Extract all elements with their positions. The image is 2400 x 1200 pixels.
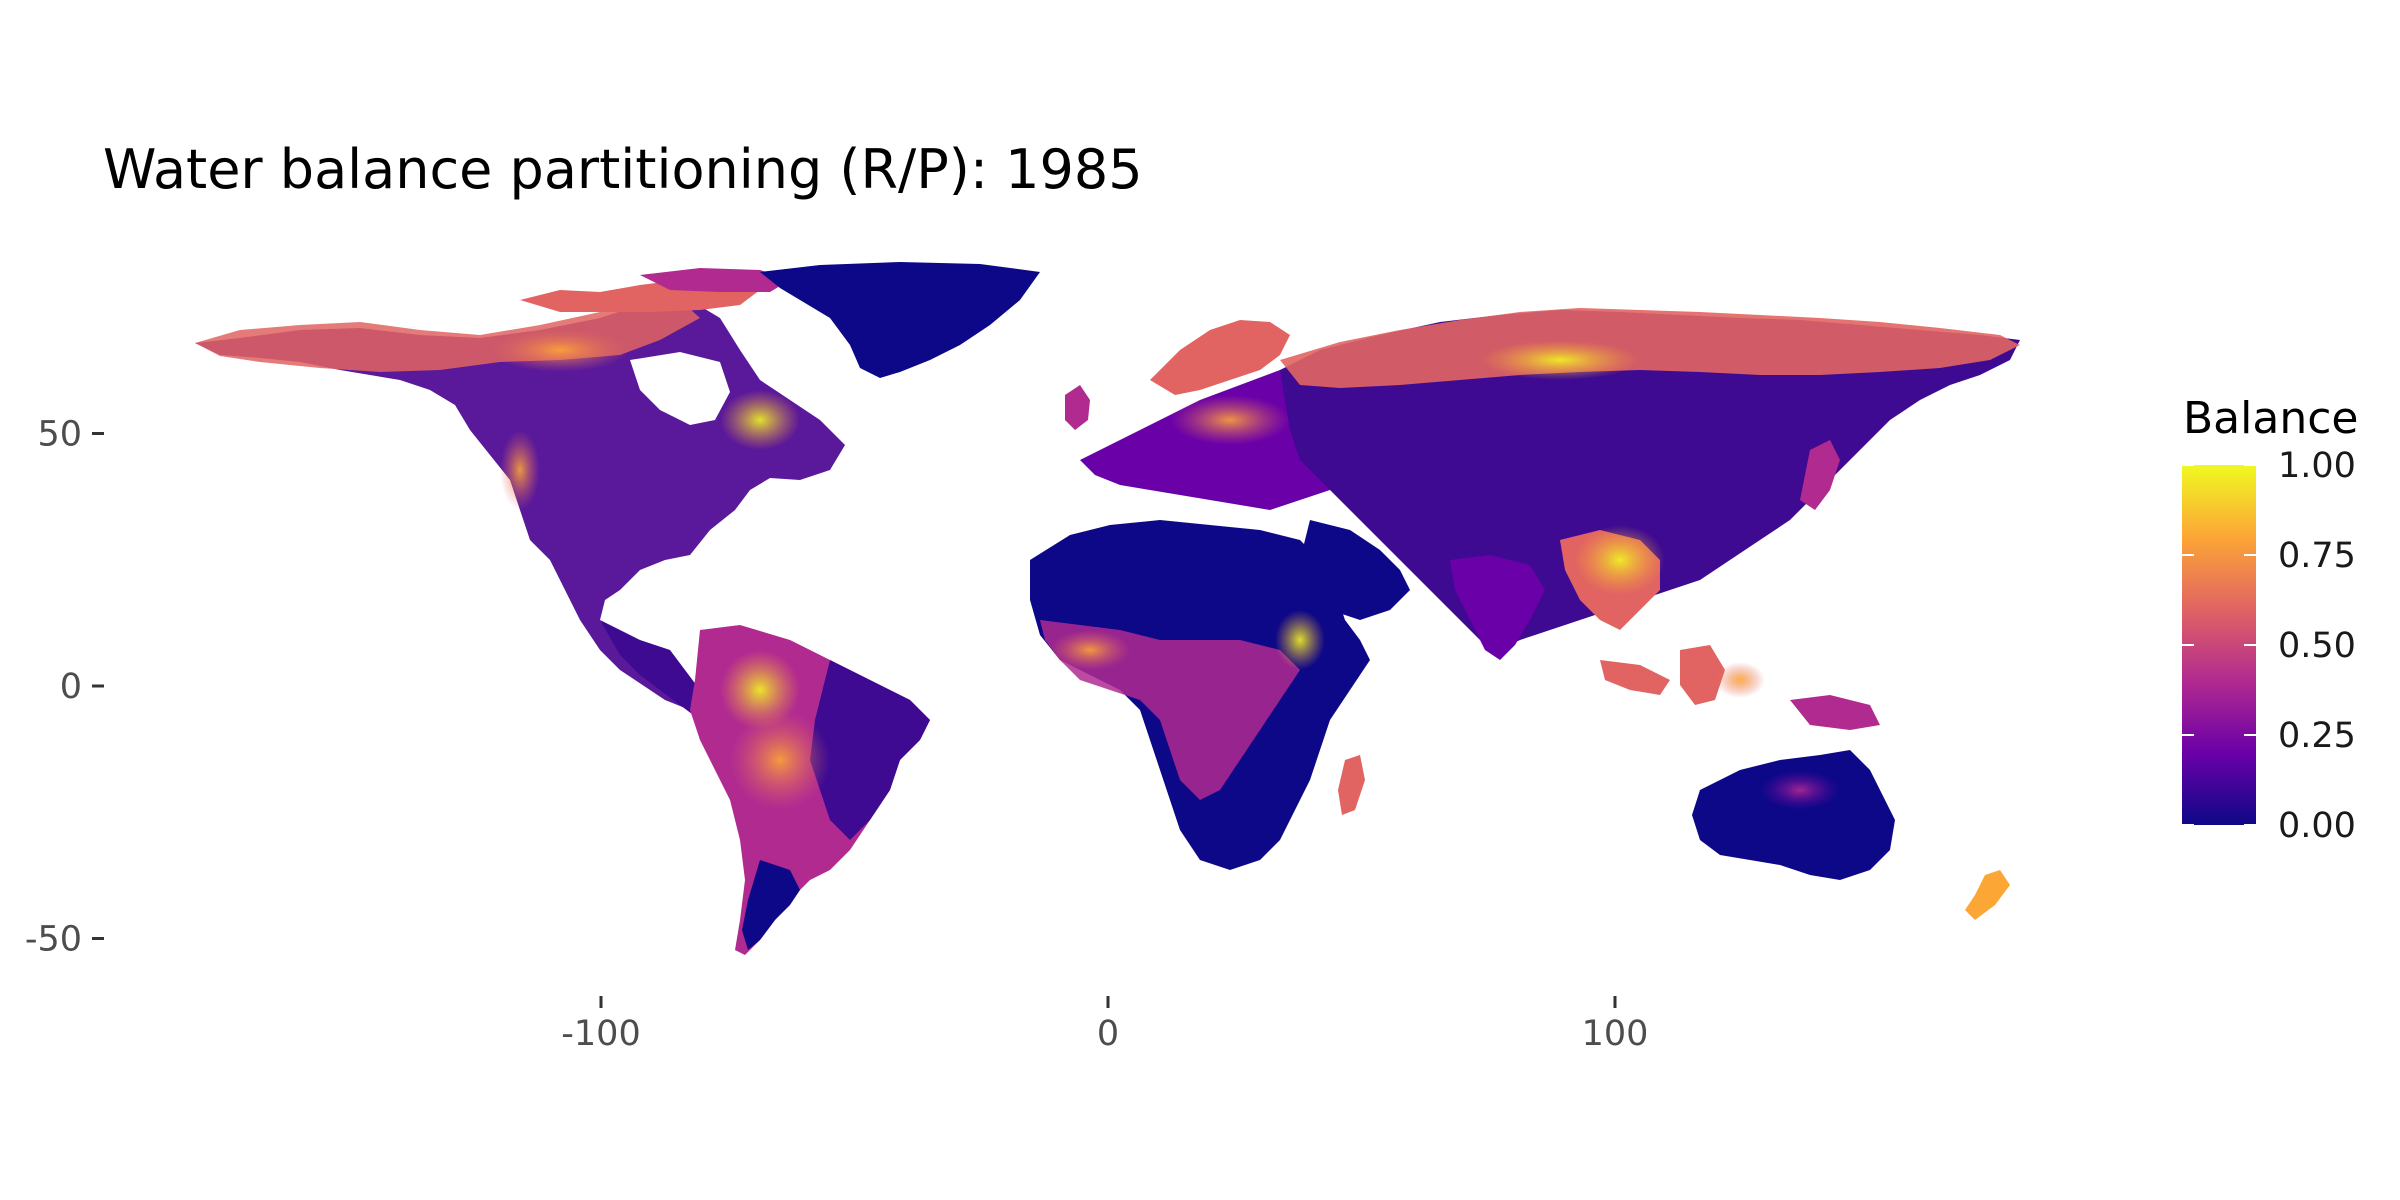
legend-label-1: 0.75	[2278, 536, 2356, 576]
map-hotspots	[490, 328, 1840, 810]
region-india	[1450, 555, 1545, 660]
region-new-guinea	[1790, 695, 1880, 730]
legend-title: Balance	[2183, 393, 2359, 444]
x-tick-label-0: -100	[561, 1014, 640, 1054]
y-tick-label-1: 0	[60, 667, 82, 707]
region-siberia-north	[1280, 308, 2020, 388]
legend-label-3: 0.25	[2278, 716, 2356, 756]
map-axes: -100 0 100 50 0 -50	[25, 415, 1649, 1055]
y-tick-label-0: 50	[37, 415, 82, 455]
legend-gradient	[2182, 465, 2256, 825]
region-brazil-east	[810, 660, 930, 840]
region-japan	[1800, 440, 1840, 510]
region-uk	[1065, 385, 1090, 430]
region-indonesia-2	[1680, 645, 1725, 705]
chart-title: Water balance partitioning (R/P): 1985	[103, 138, 1143, 201]
x-tick-label-2: 100	[1582, 1014, 1649, 1054]
hudson-bay	[630, 352, 730, 425]
legend-colorbar: 1.00 0.75 0.50 0.25 0.00	[2182, 446, 2356, 846]
region-madagascar	[1338, 755, 1365, 815]
region-indonesia-1	[1600, 660, 1670, 695]
legend-label-2: 0.50	[2278, 626, 2356, 666]
region-patagonia	[742, 860, 800, 950]
region-new-zealand	[1965, 870, 2010, 920]
x-tick-label-1: 0	[1097, 1014, 1119, 1054]
legend-label-0: 1.00	[2278, 446, 2356, 486]
region-arctic-islands-2	[640, 268, 790, 292]
legend-label-4: 0.00	[2278, 806, 2356, 846]
map-land	[195, 262, 2020, 955]
region-greenland	[760, 262, 1040, 378]
region-scandinavia	[1150, 320, 1290, 395]
region-australia	[1692, 750, 1895, 880]
y-tick-label-2: -50	[25, 920, 82, 960]
